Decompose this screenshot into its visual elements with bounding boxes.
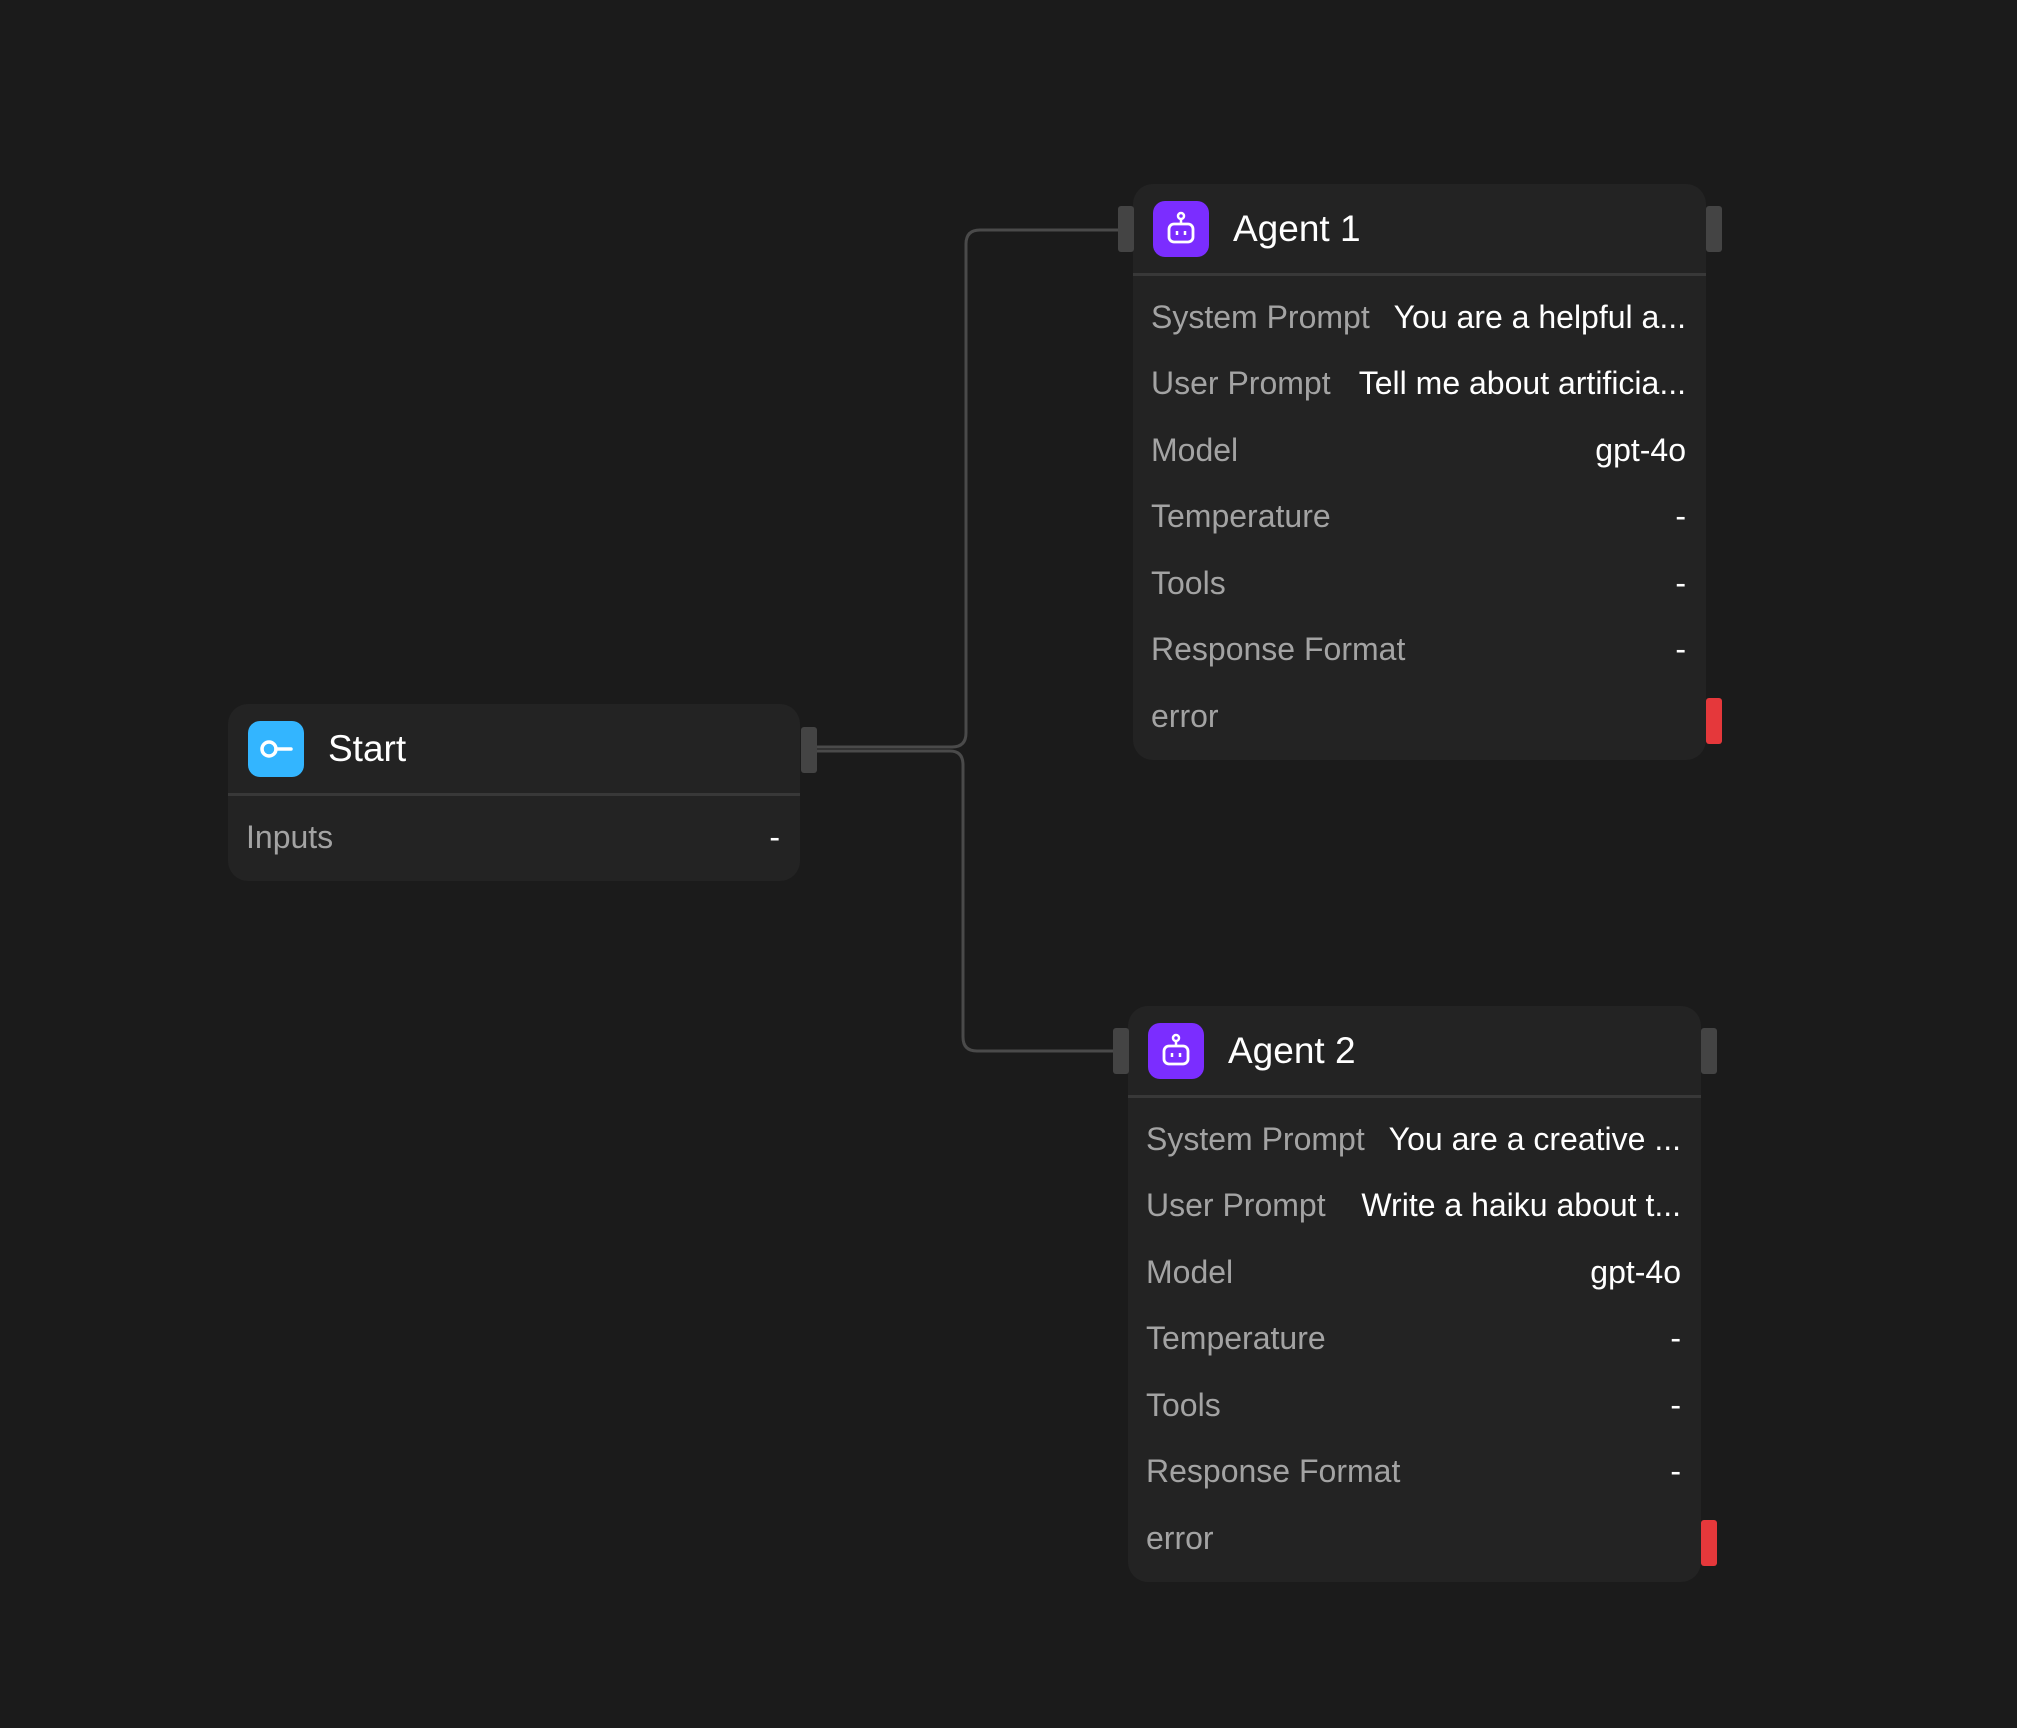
node-header: Start	[228, 704, 800, 796]
row-label: error	[1146, 1519, 1214, 1556]
row-temperature[interactable]: Temperature -	[1146, 1306, 1681, 1373]
row-label: Inputs	[246, 818, 334, 855]
row-value: You are a creative ...	[1388, 1120, 1681, 1157]
row-value: -	[1670, 1386, 1681, 1423]
row-label: Model	[1151, 431, 1239, 468]
edge-start-agent1	[817, 228, 1118, 749]
row-model[interactable]: Model gpt-4o	[1151, 417, 1686, 484]
row-error[interactable]: error	[1146, 1505, 1681, 1572]
row-system-prompt[interactable]: System Prompt You are a creative ...	[1146, 1106, 1681, 1173]
row-label: Tools	[1146, 1386, 1221, 1423]
agent-output-port[interactable]	[1706, 206, 1722, 252]
start-output-port[interactable]	[801, 727, 817, 773]
row-tools[interactable]: Tools -	[1146, 1372, 1681, 1439]
row-value: Tell me about artificia...	[1358, 365, 1686, 402]
row-value: -	[1675, 498, 1686, 535]
row-label: Response Format	[1151, 631, 1406, 668]
row-user-prompt[interactable]: User Prompt Write a haiku about t...	[1146, 1173, 1681, 1240]
row-value: -	[1670, 1320, 1681, 1357]
agent-node[interactable]: Agent 1 System Prompt You are a helpful …	[1133, 184, 1706, 760]
agent-input-port[interactable]	[1113, 1028, 1129, 1074]
row-response-format[interactable]: Response Format -	[1146, 1439, 1681, 1506]
row-value: Write a haiku about t...	[1361, 1187, 1681, 1224]
row-temperature[interactable]: Temperature -	[1151, 484, 1686, 551]
row-label: System Prompt	[1151, 298, 1370, 335]
node-header: Agent 2	[1128, 1006, 1701, 1098]
row-label: User Prompt	[1151, 365, 1331, 402]
row-label: System Prompt	[1146, 1120, 1365, 1157]
node-title: Start	[328, 727, 407, 769]
agent-input-port[interactable]	[1118, 206, 1134, 252]
start-node[interactable]: Start Inputs -	[228, 704, 800, 881]
node-title: Agent 1	[1233, 207, 1361, 249]
row-value: -	[1675, 564, 1686, 601]
robot-icon	[1153, 200, 1209, 257]
row-label: Temperature	[1146, 1320, 1326, 1357]
row-label: Response Format	[1146, 1453, 1401, 1490]
row-response-format[interactable]: Response Format -	[1151, 617, 1686, 684]
row-model[interactable]: Model gpt-4o	[1146, 1239, 1681, 1306]
row-value: -	[1675, 631, 1686, 668]
agent-output-port[interactable]	[1701, 1028, 1717, 1074]
row-value: gpt-4o	[1590, 1253, 1681, 1290]
row-system-prompt[interactable]: System Prompt You are a helpful a...	[1151, 284, 1686, 351]
row-value: -	[769, 818, 780, 855]
row-label: Model	[1146, 1253, 1234, 1290]
agent-node[interactable]: Agent 2 System Prompt You are a creative…	[1128, 1006, 1701, 1582]
agent-error-port[interactable]	[1706, 698, 1722, 744]
row-label: Tools	[1151, 564, 1226, 601]
edge-start-agent2	[817, 749, 1113, 1053]
agent-error-port[interactable]	[1701, 1520, 1717, 1566]
row-tools[interactable]: Tools -	[1151, 550, 1686, 617]
row-label: error	[1151, 697, 1219, 734]
row-label: User Prompt	[1146, 1187, 1326, 1224]
row-user-prompt[interactable]: User Prompt Tell me about artificia...	[1151, 351, 1686, 418]
row-inputs[interactable]: Inputs -	[246, 804, 780, 871]
node-title: Agent 2	[1228, 1029, 1356, 1071]
node-header: Agent 1	[1133, 184, 1706, 276]
robot-icon	[1148, 1022, 1204, 1079]
row-value: -	[1670, 1453, 1681, 1490]
row-error[interactable]: error	[1151, 683, 1686, 750]
row-value: gpt-4o	[1595, 431, 1686, 468]
row-value: You are a helpful a...	[1393, 298, 1686, 335]
row-label: Temperature	[1151, 498, 1331, 535]
key-icon	[248, 720, 304, 777]
